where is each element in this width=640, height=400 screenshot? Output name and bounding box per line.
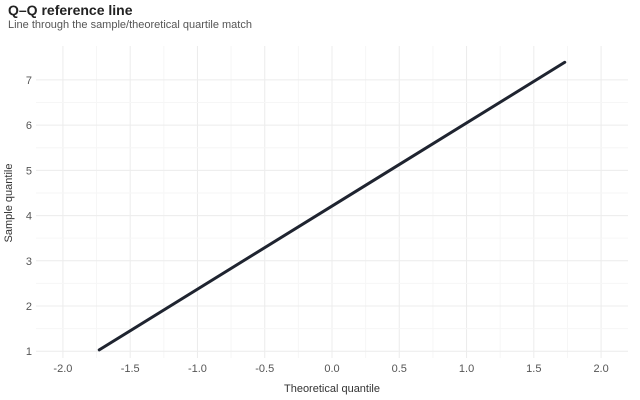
chart-subtitle: Line through the sample/theoretical quar… xyxy=(8,19,252,31)
x-tick-label: -0.5 xyxy=(255,363,274,375)
y-axis-ticks: 1 2 3 4 5 6 7 xyxy=(26,75,32,358)
qq-reference-line xyxy=(97,60,567,352)
chart-title: Q–Q reference line xyxy=(8,2,133,18)
y-tick-label: 6 xyxy=(26,120,32,132)
y-tick-label: 1 xyxy=(26,346,32,358)
x-tick-label: 0.5 xyxy=(392,363,407,375)
x-tick-label: 2.0 xyxy=(593,363,608,375)
x-tick-label: -1.5 xyxy=(121,363,140,375)
y-tick-label: 2 xyxy=(26,301,32,313)
x-tick-label: -1.0 xyxy=(188,363,207,375)
x-tick-label: 0.0 xyxy=(324,363,339,375)
y-tick-label: 3 xyxy=(26,256,32,268)
x-tick-label: 1.5 xyxy=(526,363,541,375)
x-axis-ticks: -2.0 -1.5 -1.0 -0.5 0.0 0.5 1.0 1.5 2.0 xyxy=(53,363,608,375)
y-tick-label: 7 xyxy=(26,75,32,87)
x-axis-label: Theoretical quantile xyxy=(284,383,380,395)
x-tick-label: 1.0 xyxy=(459,363,474,375)
y-tick-label: 4 xyxy=(26,211,32,223)
series-layer xyxy=(97,60,567,352)
y-tick-label: 5 xyxy=(26,165,32,177)
grid xyxy=(36,46,628,358)
x-tick-label: -2.0 xyxy=(53,363,72,375)
y-axis-label: Sample quantile xyxy=(3,164,15,243)
